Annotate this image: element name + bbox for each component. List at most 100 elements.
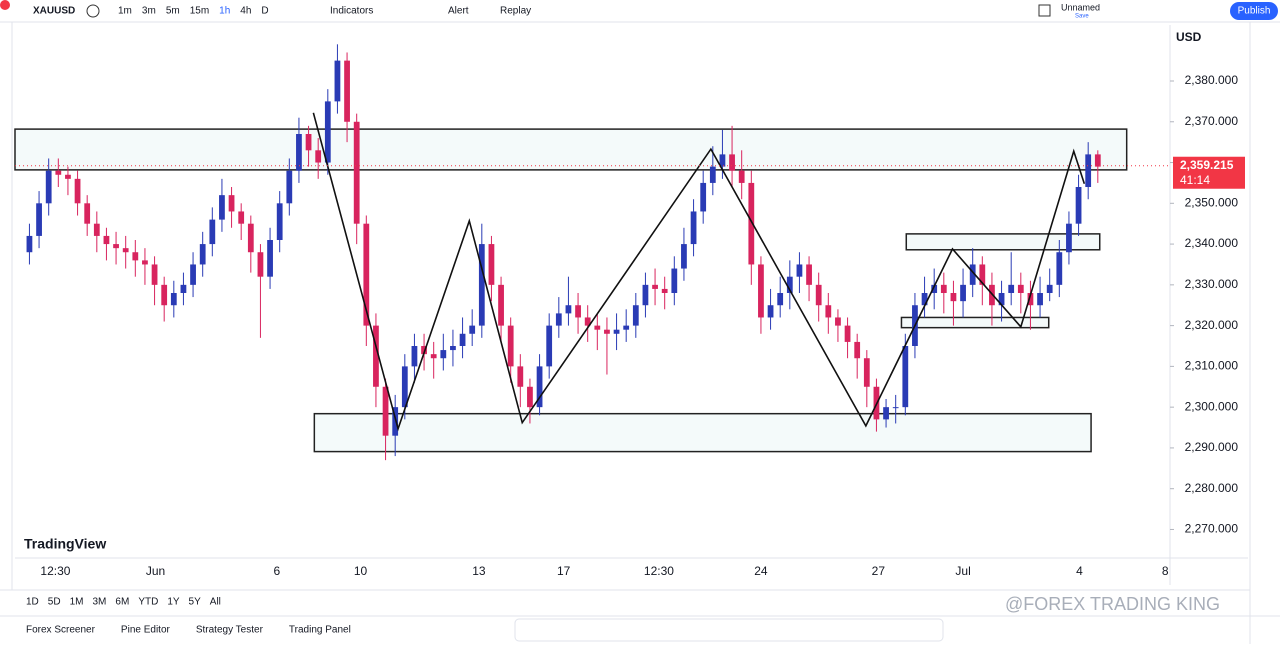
candle-body	[806, 264, 812, 285]
panel-tab[interactable]: Trading Panel	[289, 625, 351, 636]
candle-body	[122, 248, 129, 253]
candle-body	[613, 329, 620, 334]
layout-checkbox[interactable]	[1038, 4, 1051, 17]
interval-button[interactable]: 15m	[190, 6, 209, 17]
candle-body	[450, 346, 456, 351]
candle-body	[960, 284, 966, 302]
zigzag-line	[312, 112, 1086, 432]
range-button[interactable]: 1Y	[167, 597, 180, 608]
interval-button[interactable]: 1m	[118, 6, 132, 17]
y-tick-label: 2,270.000	[1185, 522, 1239, 536]
candle-body	[65, 174, 71, 179]
candle-body	[113, 244, 119, 249]
candle-body	[1056, 252, 1063, 285]
candle-body	[334, 60, 341, 102]
x-tick-label: 13	[472, 564, 486, 578]
symbol[interactable]: XAUUSD	[33, 6, 75, 17]
panel-tab[interactable]: Forex Screener	[26, 625, 96, 636]
range-button[interactable]: 6M	[115, 597, 129, 608]
notification-badge	[0, 0, 10, 10]
zone	[905, 233, 1101, 251]
candle-body	[844, 325, 851, 342]
candle-body	[584, 317, 591, 326]
candle-body	[652, 284, 658, 289]
chart-area: USD 2,270.000 2,280.000 2,290.000 2,300.000…	[14, 25, 1248, 585]
x-tick-label: 8	[1162, 564, 1169, 578]
candle-body	[315, 150, 322, 163]
interval-button[interactable]: D	[261, 6, 268, 17]
candle-body	[940, 284, 947, 293]
x-tick-label: 10	[354, 564, 368, 578]
indicators-button[interactable]: Indicators	[330, 6, 373, 17]
x-tick-label: 24	[754, 564, 768, 578]
candle-body	[296, 134, 302, 171]
alert-button[interactable]: Alert	[448, 6, 469, 17]
candle-body	[26, 235, 33, 253]
candle-body	[228, 195, 235, 212]
y-tick-label: 2,280.000	[1185, 481, 1239, 495]
candle-body	[642, 284, 649, 306]
interval-button[interactable]: 5m	[166, 6, 180, 17]
save-label[interactable]: Save	[1075, 14, 1089, 20]
candle-body	[969, 264, 976, 285]
replay-button[interactable]: Replay	[500, 6, 531, 17]
candle-body	[594, 325, 601, 330]
interval-button[interactable]: 1h	[219, 6, 230, 17]
x-tick-label: 4	[1076, 564, 1083, 578]
candle-body	[267, 240, 273, 277]
range-button[interactable]: All	[210, 597, 221, 608]
candle-body	[902, 346, 909, 408]
range-button[interactable]: 5Y	[189, 597, 202, 608]
layout-name[interactable]: Unnamed	[1061, 2, 1100, 12]
range-button[interactable]: 3M	[93, 597, 107, 608]
candle-body	[170, 293, 177, 306]
candle-body	[1085, 154, 1092, 187]
candle-body	[219, 195, 225, 220]
top-bar	[0, 0, 1280, 22]
range-button[interactable]: YTD	[138, 597, 158, 608]
panel-tab[interactable]: Pine Editor	[121, 625, 171, 636]
candle-body	[517, 366, 524, 387]
candle-body	[401, 366, 408, 408]
candle-body	[681, 244, 687, 269]
candle-body	[1075, 187, 1082, 224]
range-button[interactable]: 1D	[26, 597, 39, 608]
y-tick-label: 2,350.000	[1185, 195, 1239, 209]
candle-body	[421, 346, 427, 355]
interval-button[interactable]: 3m	[142, 6, 156, 17]
overlay-text: @FOREX TRADING KING	[1005, 594, 1220, 614]
candle-body	[979, 264, 986, 285]
range-button[interactable]: 5D	[48, 597, 61, 608]
interval-button[interactable]: 4h	[240, 6, 251, 17]
candle-body	[758, 264, 764, 318]
candle-body	[459, 333, 466, 346]
publish-button[interactable]: Publish	[1238, 6, 1271, 17]
y-tick-label: 2,380.000	[1185, 73, 1239, 87]
candle-body	[786, 276, 793, 293]
y-tick-label: 2,320.000	[1185, 318, 1239, 332]
candle-body	[931, 284, 938, 293]
candle-body	[632, 305, 639, 326]
candle-body	[575, 305, 581, 318]
candle-body	[257, 252, 264, 277]
candle-body	[748, 182, 755, 265]
candle-body	[671, 268, 678, 293]
y-tick-label: 2,370.000	[1185, 114, 1239, 128]
candle-body	[305, 134, 312, 151]
candle-body	[74, 178, 81, 204]
candle-body	[536, 366, 543, 408]
countdown: 41:14	[1180, 173, 1210, 187]
candle-body	[363, 223, 370, 326]
currency[interactable]: USD	[1176, 30, 1202, 44]
candle-body	[892, 407, 899, 409]
candle-body	[950, 293, 957, 302]
publish-button-bg[interactable]	[1230, 2, 1278, 20]
candle-body	[247, 223, 254, 253]
panel-tab[interactable]: Strategy Tester	[196, 625, 264, 636]
range-button[interactable]: 1M	[70, 597, 84, 608]
candle-body	[1027, 293, 1034, 306]
add-symbol[interactable]	[86, 4, 100, 18]
candle-body	[344, 60, 350, 122]
x-tick-label: Jun	[146, 564, 165, 578]
